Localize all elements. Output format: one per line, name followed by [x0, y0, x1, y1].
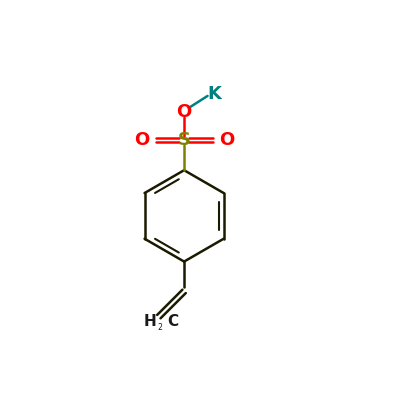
Text: H: H	[144, 314, 157, 329]
Text: $_2$: $_2$	[157, 322, 163, 334]
Text: O: O	[176, 103, 192, 121]
Text: S: S	[178, 132, 191, 150]
Text: O: O	[134, 132, 149, 150]
Text: O: O	[219, 132, 234, 150]
Text: C: C	[167, 314, 178, 329]
Text: K: K	[207, 85, 221, 103]
